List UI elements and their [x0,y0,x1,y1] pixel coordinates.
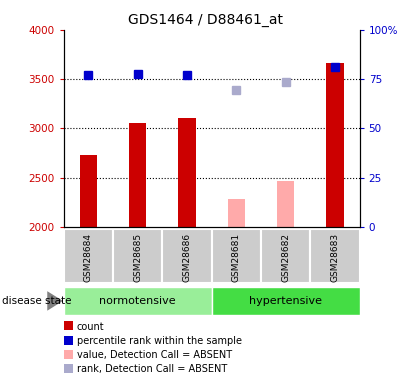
Bar [277,181,294,227]
Bar [212,287,360,315]
Text: normotensive: normotensive [99,296,176,306]
Text: rank, Detection Call = ABSENT: rank, Detection Call = ABSENT [77,364,227,374]
Bar [64,287,212,315]
Bar [113,229,162,283]
Bar [162,229,212,283]
Polygon shape [47,291,63,310]
Text: GDS1464 / D88461_at: GDS1464 / D88461_at [128,13,283,27]
Text: GSM28684: GSM28684 [84,233,93,282]
Text: GSM28682: GSM28682 [281,233,290,282]
Text: GSM28681: GSM28681 [232,233,241,282]
Text: GSM28686: GSM28686 [182,233,192,282]
Text: value, Detection Call = ABSENT: value, Detection Call = ABSENT [77,350,232,360]
Bar [64,229,113,283]
Text: hypertensive: hypertensive [249,296,322,306]
Bar [178,118,196,227]
Bar [228,200,245,227]
Bar [129,123,146,227]
Text: GSM28685: GSM28685 [133,233,142,282]
Text: count: count [77,322,104,332]
Bar [326,63,344,227]
Bar [80,155,97,227]
Text: GSM28683: GSM28683 [330,233,339,282]
Bar [261,229,310,283]
Text: disease state: disease state [2,296,72,306]
Bar [310,229,360,283]
Bar [212,229,261,283]
Text: percentile rank within the sample: percentile rank within the sample [77,336,242,346]
